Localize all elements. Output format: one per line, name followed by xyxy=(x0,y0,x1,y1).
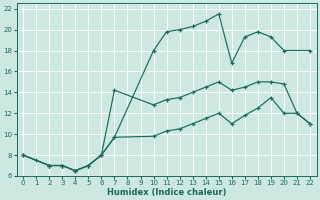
X-axis label: Humidex (Indice chaleur): Humidex (Indice chaleur) xyxy=(107,188,226,197)
